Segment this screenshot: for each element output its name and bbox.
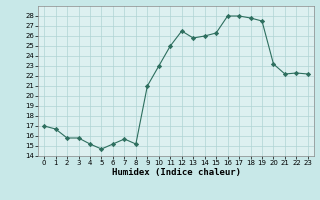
X-axis label: Humidex (Indice chaleur): Humidex (Indice chaleur) — [111, 168, 241, 177]
